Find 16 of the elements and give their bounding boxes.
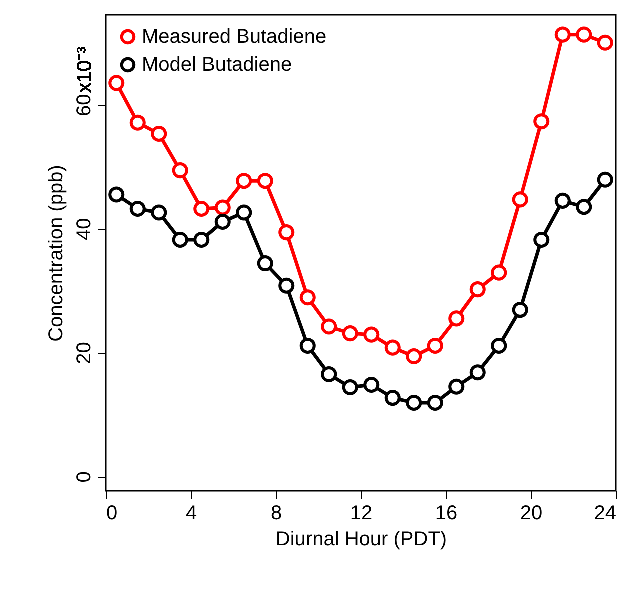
x-tick-label: 16 [435,502,458,524]
y-tick-label: 60 [74,94,96,116]
y-tick-label: 40 [74,218,96,240]
y-tick-label: 0 [74,472,96,483]
legend-label: Model Butadiene [142,54,292,76]
legend-label: Measured Butadiene [142,26,327,48]
x-tick-label: 8 [270,502,282,524]
x-axis-title: Diurnal Hour (PDT) [276,528,448,550]
y-axis-title: Concentration (ppb) [46,165,68,342]
x-tick-label: 4 [186,502,198,524]
x-tick-label: 24 [594,502,616,524]
text: x10⁻³ [74,46,96,93]
x-tick-label: 20 [520,502,543,524]
x-tick-label: 12 [350,502,373,524]
x-tick-label: 0 [106,502,118,524]
y-tick-label: 20 [74,342,96,364]
